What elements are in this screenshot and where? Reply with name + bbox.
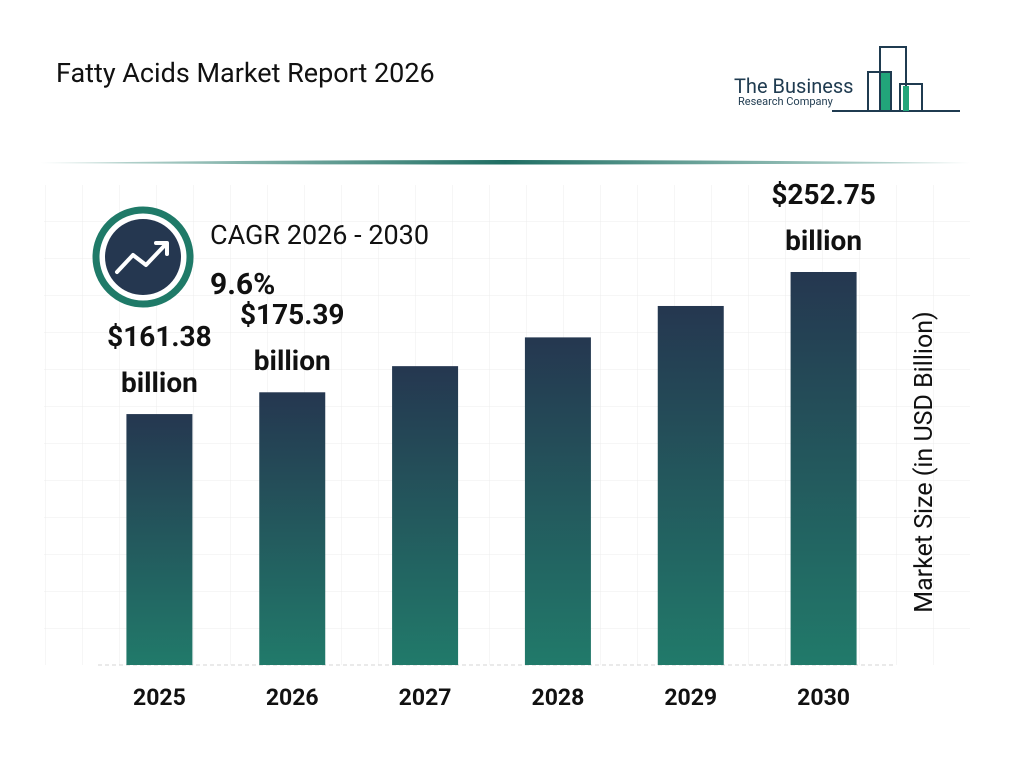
- bar: [790, 272, 857, 665]
- y-axis-label: Market Size (in USD Billion): [910, 311, 939, 613]
- bar: [126, 414, 193, 665]
- value-label: $252.75 billion: [771, 178, 876, 257]
- bar: [524, 337, 591, 665]
- trend-arrow: [115, 241, 169, 274]
- logo-text: The Business: [734, 74, 853, 98]
- bar: [259, 392, 326, 665]
- x-tick-label: 2027: [399, 684, 452, 711]
- divider: [40, 160, 970, 165]
- cagr-label: CAGR 2026 - 2030: [210, 219, 429, 251]
- bar: [657, 305, 724, 665]
- x-tick-label: 2030: [797, 684, 850, 711]
- logo: [832, 46, 960, 112]
- x-tick-label: 2025: [133, 684, 186, 711]
- x-tick-label: 2028: [532, 684, 585, 711]
- value-label: $161.38 billion: [107, 320, 212, 400]
- x-tick-label: 2026: [266, 684, 319, 711]
- value-label: $175.39 billion: [239, 298, 345, 378]
- title: Fatty Acids Market Report 2026: [56, 57, 435, 89]
- x-tick-label: 2029: [664, 684, 717, 711]
- cagr-icon: [105, 219, 181, 295]
- logo-subtext: Research Company: [738, 95, 834, 108]
- cagr-value: 9.6%: [210, 267, 275, 302]
- bar: [392, 366, 459, 665]
